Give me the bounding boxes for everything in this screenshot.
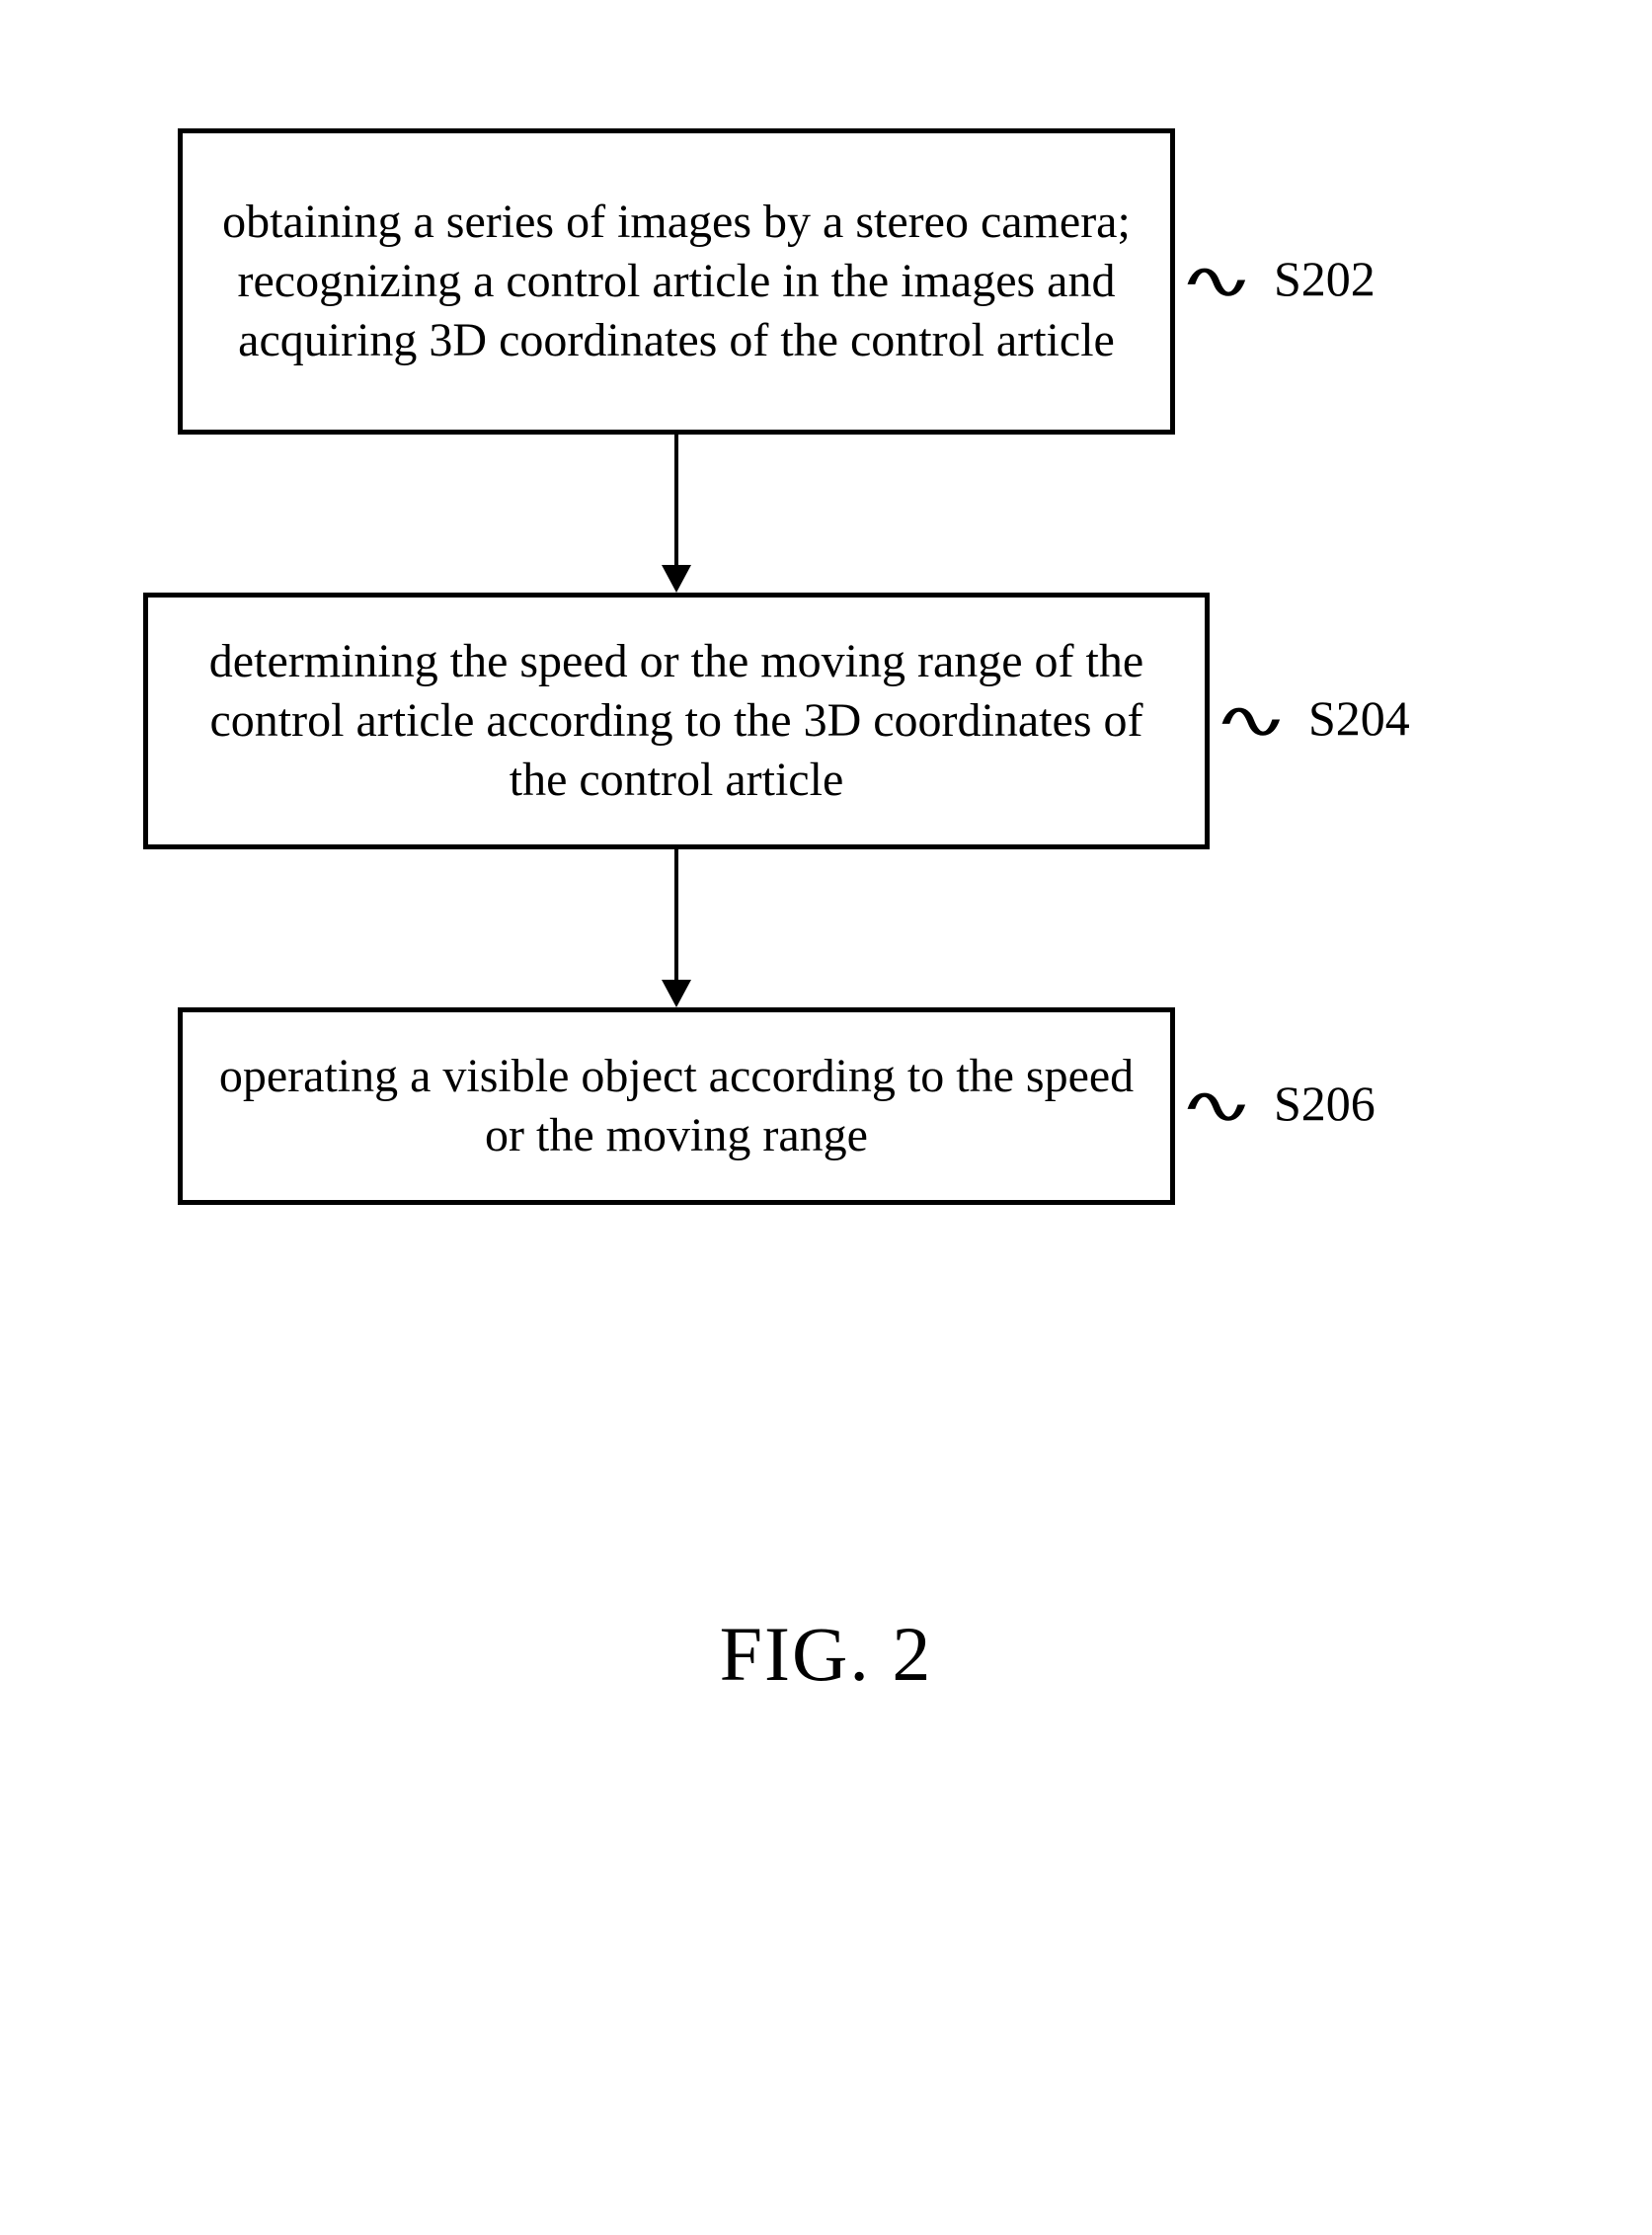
edge-s202-s204-line [674,435,678,565]
node-s204: determining the speed or the moving rang… [143,593,1210,849]
connector-tilde-s202: ∿ [1178,252,1255,311]
connector-tilde-s204: ∿ [1213,691,1290,751]
node-s202: obtaining a series of images by a stereo… [178,128,1175,435]
node-s206: operating a visible object according to … [178,1007,1175,1205]
label-s202: S202 [1274,250,1376,307]
edge-s204-s206-head [662,980,691,1007]
flowchart-canvas: obtaining a series of images by a stereo… [0,0,1652,2235]
node-s204-text: determining the speed or the moving rang… [182,632,1171,810]
label-s206: S206 [1274,1075,1376,1132]
connector-tilde-s206: ∿ [1178,1077,1255,1136]
figure-caption: FIG. 2 [0,1610,1652,1699]
edge-s204-s206-line [674,849,678,980]
label-s204: S204 [1308,689,1410,747]
node-s206-text: operating a visible object according to … [216,1047,1137,1165]
edge-s202-s204-head [662,565,691,593]
node-s202-text: obtaining a series of images by a stereo… [216,193,1137,370]
